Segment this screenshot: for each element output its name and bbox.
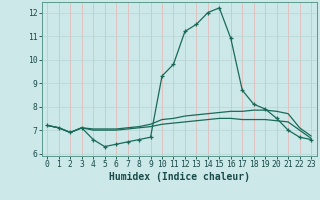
X-axis label: Humidex (Indice chaleur): Humidex (Indice chaleur) [109, 172, 250, 182]
